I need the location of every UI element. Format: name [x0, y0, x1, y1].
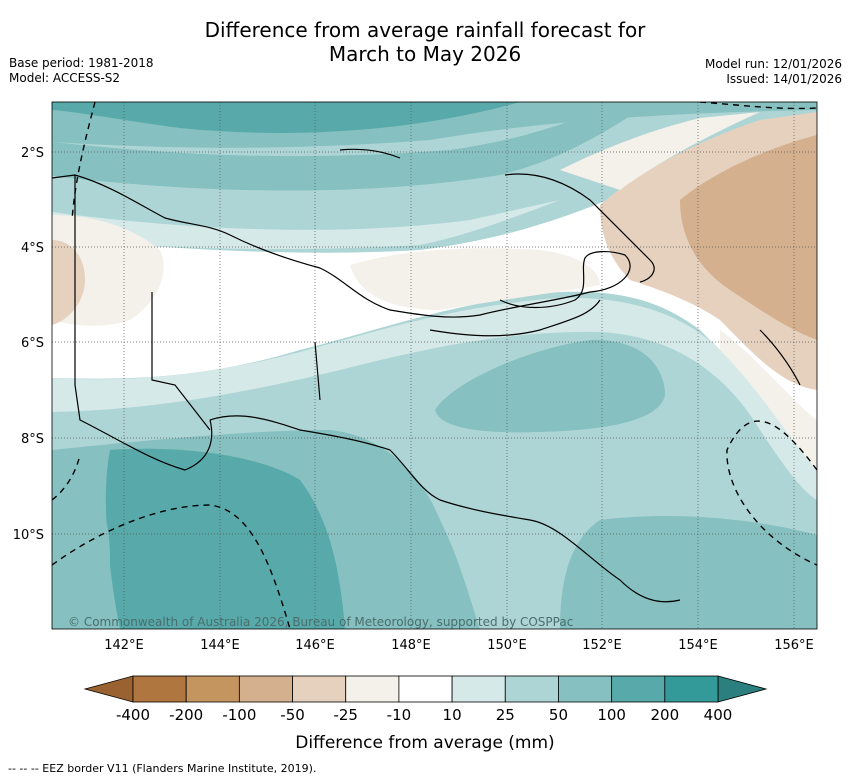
field-slight-dry-center — [350, 248, 600, 310]
lat-label-10s: 10°S — [13, 528, 44, 543]
lat-label-2s: 2°S — [21, 146, 44, 161]
colorbar-bin — [185, 675, 240, 703]
field-wet-center — [435, 339, 665, 433]
lat-label-8s: 8°S — [21, 432, 44, 447]
lon-label-144e: 144°E — [200, 638, 240, 653]
colorbar-bins — [132, 675, 719, 703]
lon-label-150e: 150°E — [487, 638, 527, 653]
field-upper-teal — [52, 110, 640, 191]
field-upper-light — [52, 150, 650, 229]
field-dry-west — [52, 240, 85, 325]
field-top-dark — [52, 102, 520, 133]
field-drier-ne — [680, 135, 817, 340]
colorbar-tick-label: 100 — [597, 706, 626, 724]
field-slight-dry-east — [720, 330, 817, 470]
lat-label-6s: 6°S — [21, 336, 44, 351]
graticule — [52, 102, 817, 629]
colorbar-under-arrow — [83, 675, 134, 703]
title-line-1: Difference from average rainfall forecas… — [204, 18, 646, 42]
lon-labels: 142°E 144°E 146°E 148°E 150°E 152°E 154°… — [104, 638, 814, 653]
field-pale-band — [52, 200, 560, 250]
colorbar-tick-label: 400 — [704, 706, 733, 724]
title-line-2: March to May 2026 — [328, 42, 522, 66]
colorbar-bin — [558, 675, 613, 703]
lon-label-154e: 154°E — [678, 638, 718, 653]
map-plot-area — [52, 102, 817, 629]
colorbar-tick-label: 25 — [496, 706, 515, 724]
lat-labels: 2°S 4°S 6°S 8°S 10°S — [13, 146, 44, 543]
lon-label-156e: 156°E — [774, 638, 814, 653]
lon-label-146e: 146°E — [295, 638, 335, 653]
colorbar: -400 -200 -100 -50 -25 -10 10 25 50 100 200 400 Dif… — [83, 675, 768, 753]
colorbar-tick-label: -200 — [169, 706, 203, 724]
field-slight-dry-ne — [560, 112, 760, 190]
rainfall-map: © Commonwealth of Australia 2026, Bureau… — [13, 101, 818, 753]
colorbar-bin — [504, 675, 559, 703]
coastlines — [52, 148, 801, 603]
field-wet-sw-edge — [52, 478, 110, 629]
map-frame — [51, 101, 818, 630]
model-run-text: Model run: 12/01/2026 — [704, 57, 842, 71]
issued-text: Issued: 14/01/2026 — [726, 72, 842, 86]
lon-label-142e: 142°E — [104, 638, 144, 653]
meta-left: Base period: 1981-2018 Model: ACCESS-S2 — [9, 56, 154, 86]
field-very-wet-south — [105, 448, 345, 629]
colorbar-tick-label: 10 — [443, 706, 462, 724]
colorbar-tick-label: 50 — [549, 706, 568, 724]
lon-label-152e: 152°E — [582, 638, 622, 653]
colorbar-bin — [238, 675, 293, 703]
colorbar-tick-label: -100 — [222, 706, 256, 724]
colorbar-tick-label: -25 — [333, 706, 358, 724]
model-text: Model: ACCESS-S2 — [9, 71, 121, 85]
eez-borders — [52, 102, 817, 629]
lon-label-148e: 148°E — [391, 638, 431, 653]
colorbar-tick-label: 200 — [650, 706, 679, 724]
field-wet-south-east — [560, 515, 817, 629]
copyright-text: © Commonwealth of Australia 2026, Bureau… — [68, 615, 573, 629]
colorbar-bin — [451, 675, 506, 703]
colorbar-tick-labels: -400 -200 -100 -50 -25 -10 10 25 50 100 200 400 — [116, 706, 732, 724]
colorbar-bin — [345, 675, 400, 703]
base-period-text: Base period: 1981-2018 — [9, 56, 154, 70]
colorbar-bin — [292, 675, 347, 703]
colorbar-over-arrow — [717, 675, 768, 703]
colorbar-tick-label: -400 — [116, 706, 150, 724]
colorbar-tick-label: -50 — [280, 706, 305, 724]
lat-label-4s: 4°S — [21, 241, 44, 256]
colorbar-bin — [398, 675, 453, 703]
colorbar-bin — [664, 675, 719, 703]
eez-footnote: -- -- -- EEZ border V11 (Flanders Marine… — [8, 762, 317, 775]
colorbar-title: Difference from average (mm) — [295, 733, 554, 753]
meta-right: Model run: 12/01/2026 Issued: 14/01/2026 — [705, 57, 842, 87]
colorbar-bin — [611, 675, 666, 703]
colorbar-tick-label: -10 — [387, 706, 412, 724]
colorbar-bin — [132, 675, 187, 703]
map-title: Difference from average rainfall forecas… — [0, 18, 850, 66]
